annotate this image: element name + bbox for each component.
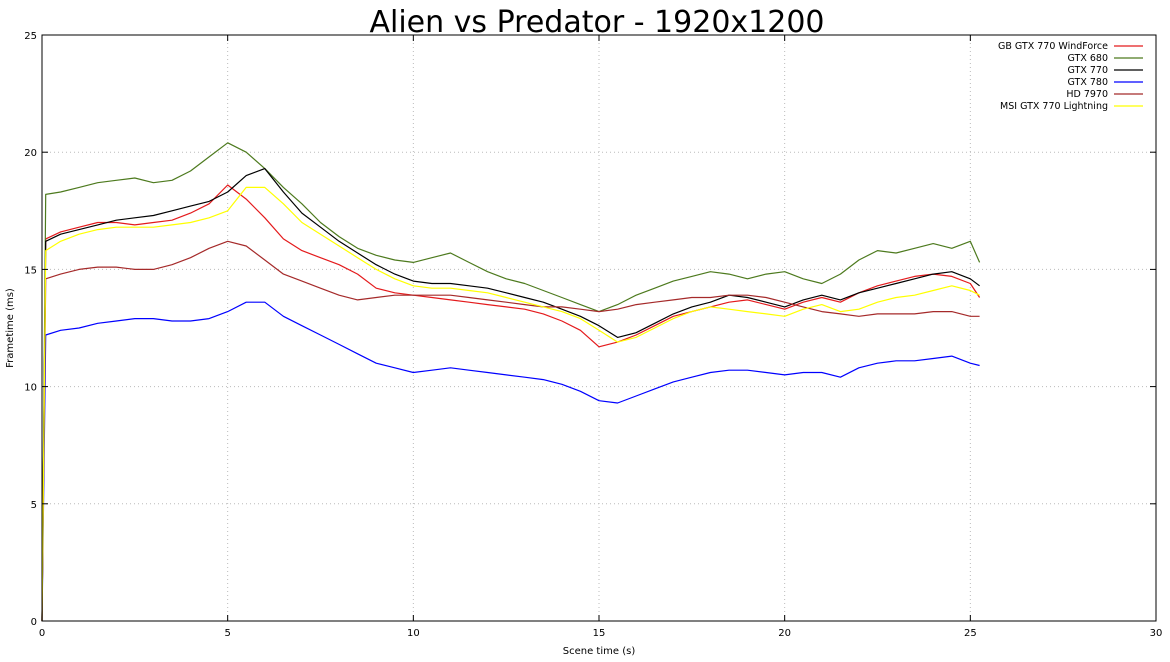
plot-frame [41,34,1157,622]
x-axis-label: Scene time (s) [563,646,636,657]
y-tick-label: 15 [24,265,37,276]
y-tick-label: 25 [24,31,37,42]
series-line-3 [41,301,980,622]
y-axis-label: Frametime (ms) [5,288,16,368]
legend-label: HD 7970 [1066,89,1108,100]
x-tick-label: 0 [39,628,45,639]
legend-label: GTX 780 [1068,77,1109,88]
legend-label: MSI GTX 770 Lightning [1000,101,1108,112]
series-line-1 [41,142,981,622]
legend-label: GTX 770 [1068,65,1109,76]
series-line-4 [41,240,980,622]
x-tick-label: 20 [778,628,791,639]
x-tick-label: 5 [224,628,230,639]
series-layer [41,142,981,622]
legend-label: GTX 680 [1068,53,1109,64]
y-tick-label: 20 [24,148,37,159]
chart-title: Alien vs Predator - 1920x1200 [369,5,824,40]
x-tick-label: 10 [407,628,420,639]
ticks: 0 5 10 15 20 25 30 0 5 10 15 20 25 [24,31,1162,639]
series-line-0 [41,184,981,622]
y-tick-label: 5 [31,500,37,511]
series-line-2 [41,168,980,622]
x-tick-label: 25 [964,628,977,639]
x-tick-label: 15 [593,628,606,639]
legend-label: GB GTX 770 WindForce [998,41,1108,52]
y-tick-label: 10 [24,383,37,394]
x-tick-label: 30 [1150,628,1163,639]
y-tick-label: 0 [31,617,37,628]
grid [42,35,1156,621]
series-line-5 [41,186,980,622]
